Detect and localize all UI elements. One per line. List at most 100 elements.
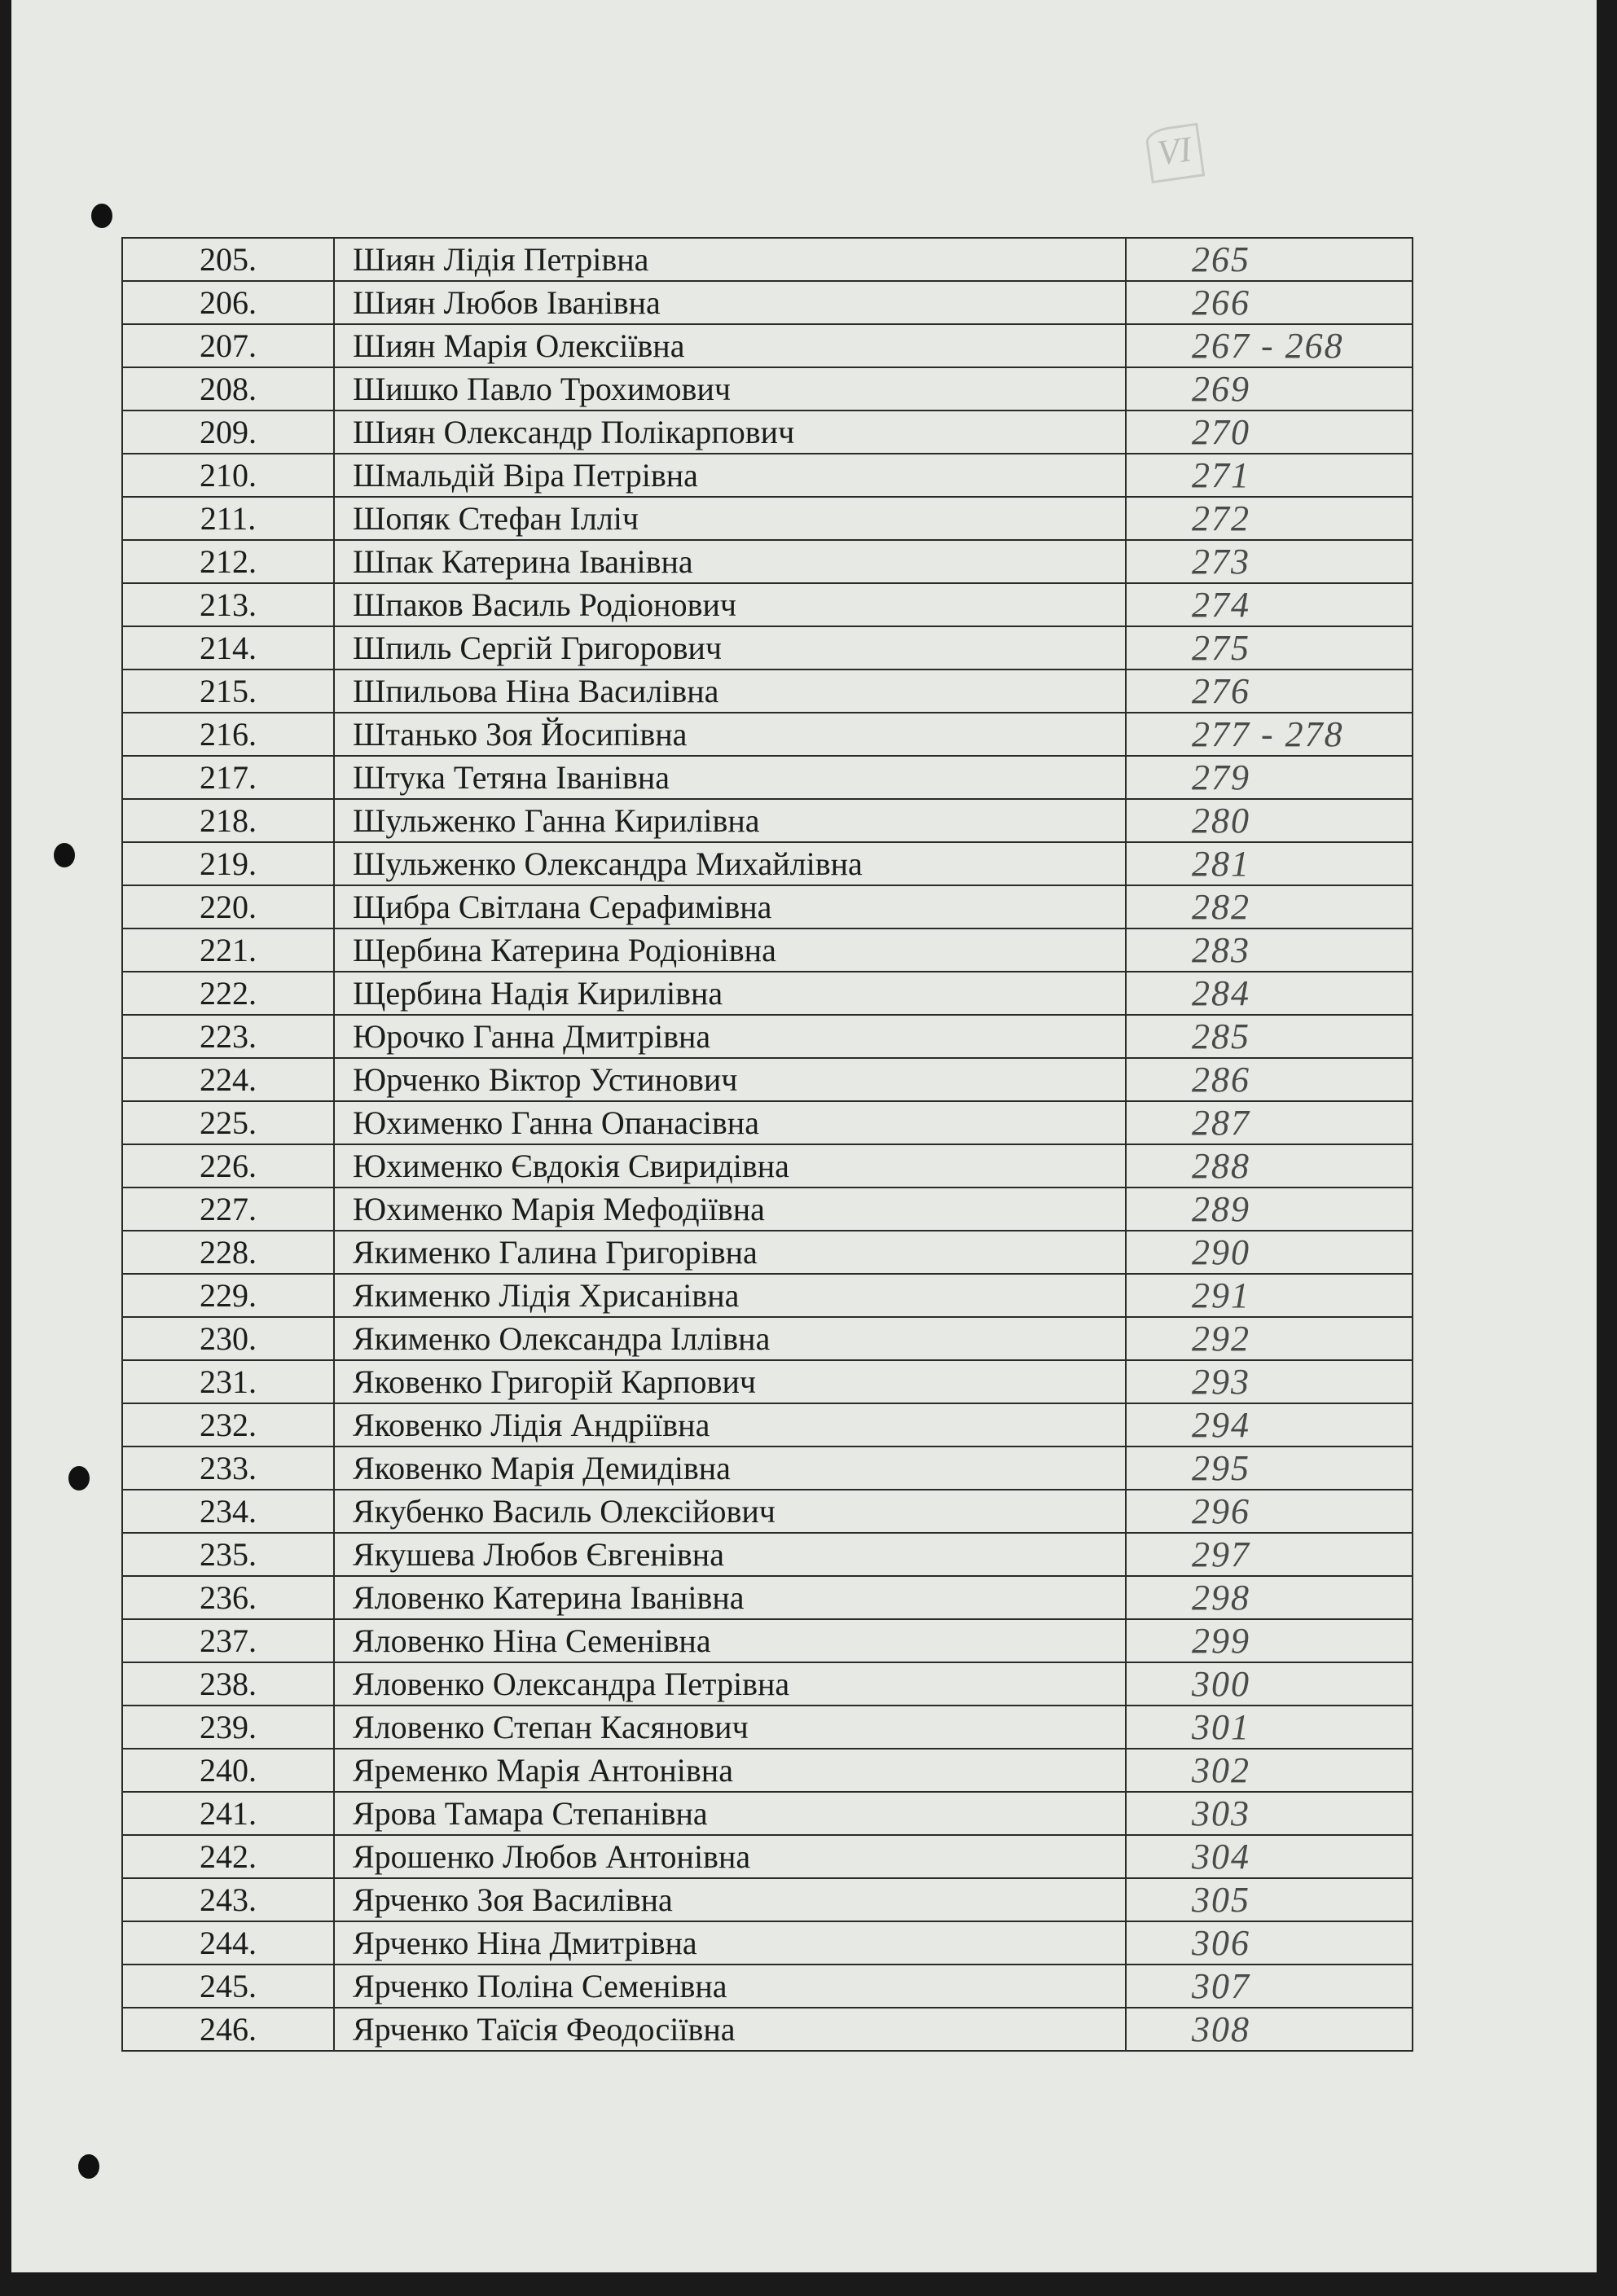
person-name: Якубенко Василь Олексійович (333, 1489, 1127, 1534)
row-number: 242. (121, 1834, 335, 1879)
page-reference: 283 (1125, 928, 1413, 972)
page-reference: 291 (1125, 1273, 1413, 1318)
table-row: 228. Якименко Галина Григорівна 290 (121, 1230, 1413, 1275)
page-reference: 305 (1125, 1877, 1413, 1922)
row-number: 210. (121, 453, 335, 498)
person-name: Щибра Світлана Серафимівна (333, 885, 1127, 929)
table-row: 235. Якушева Любов Євгенівна 297 (121, 1532, 1413, 1577)
person-name: Якименко Галина Григорівна (333, 1230, 1127, 1275)
table-row: 214. Шпиль Сергій Григорович 275 (121, 626, 1413, 670)
person-name: Ярченко Ніна Дмитрівна (333, 1921, 1127, 1965)
page-reference: 293 (1125, 1359, 1413, 1404)
person-name: Якименко Олександра Іллівна (333, 1316, 1127, 1361)
person-name: Яковенко Григорій Карпович (333, 1359, 1127, 1404)
row-number: 230. (121, 1316, 335, 1361)
row-number: 225. (121, 1100, 335, 1145)
person-name: Ярченко Зоя Василівна (333, 1877, 1127, 1922)
page-reference: 301 (1125, 1705, 1413, 1749)
row-number: 231. (121, 1359, 335, 1404)
person-name: Юхименко Євдокія Свиридівна (333, 1144, 1127, 1188)
table-row: 230. Якименко Олександра Іллівна 292 (121, 1316, 1413, 1361)
person-name: Шпиль Сергій Григорович (333, 626, 1127, 670)
person-name: Яловенко Олександра Петрівна (333, 1662, 1127, 1706)
row-number: 224. (121, 1057, 335, 1102)
person-name: Шопяк Стефан Ілліч (333, 496, 1127, 541)
page-reference: 287 (1125, 1100, 1413, 1145)
person-name: Штука Тетяна Іванівна (333, 755, 1127, 800)
table-row: 218. Шульженко Ганна Кирилівна 280 (121, 798, 1413, 843)
page-reference: 299 (1125, 1618, 1413, 1663)
table-row: 245. Ярченко Поліна Семенівна 307 (121, 1964, 1413, 2008)
table-row: 236. Яловенко Катерина Іванівна 298 (121, 1575, 1413, 1620)
page-reference: 306 (1125, 1921, 1413, 1965)
row-number: 220. (121, 885, 335, 929)
person-name: Яременко Марія Антонівна (333, 1748, 1127, 1793)
row-number: 223. (121, 1014, 335, 1059)
table-row: 233. Яковенко Марія Демидівна 295 (121, 1446, 1413, 1490)
page-reference: 277 - 278 (1125, 712, 1413, 757)
person-name: Юрченко Віктор Устинович (333, 1057, 1127, 1102)
page-reference: 303 (1125, 1791, 1413, 1836)
table-row: 222. Щербина Надія Кирилівна 284 (121, 971, 1413, 1016)
table-row: 243. Ярченко Зоя Василівна 305 (121, 1877, 1413, 1922)
person-name: Ярченко Таїсія Феодосіївна (333, 2007, 1127, 2052)
row-number: 243. (121, 1877, 335, 1922)
page-reference: 289 (1125, 1187, 1413, 1231)
table-row: 238. Яловенко Олександра Петрівна 300 (121, 1662, 1413, 1706)
page-reference: 300 (1125, 1662, 1413, 1706)
row-number: 219. (121, 841, 335, 886)
row-number: 209. (121, 410, 335, 454)
page-reference: 272 (1125, 496, 1413, 541)
table-row: 211. Шопяк Стефан Ілліч 272 (121, 496, 1413, 541)
table-row: 219. Шульженко Олександра Михайлівна 281 (121, 841, 1413, 886)
page-mark: VI (1144, 122, 1206, 184)
table-row: 225. Юхименко Ганна Опанасівна 287 (121, 1100, 1413, 1145)
person-name: Ярова Тамара Степанівна (333, 1791, 1127, 1836)
table-row: 237. Яловенко Ніна Семенівна 299 (121, 1618, 1413, 1663)
person-name: Шпильова Ніна Василівна (333, 669, 1127, 713)
row-number: 221. (121, 928, 335, 972)
row-number: 205. (121, 237, 335, 282)
page-reference: 298 (1125, 1575, 1413, 1620)
row-number: 232. (121, 1403, 335, 1447)
page-reference: 265 (1125, 237, 1413, 282)
table-row: 209. Шиян Олександр Полікарпович 270 (121, 410, 1413, 454)
person-name: Шишко Павло Трохимович (333, 367, 1127, 411)
page-reference: 271 (1125, 453, 1413, 498)
person-name: Яковенко Марія Демидівна (333, 1446, 1127, 1490)
table-row: 241. Ярова Тамара Степанівна 303 (121, 1791, 1413, 1836)
row-number: 239. (121, 1705, 335, 1749)
page-reference: 286 (1125, 1057, 1413, 1102)
page-reference: 296 (1125, 1489, 1413, 1534)
table-row: 244. Ярченко Ніна Дмитрівна 306 (121, 1921, 1413, 1965)
table-row: 215. Шпильова Ніна Василівна 276 (121, 669, 1413, 713)
person-name: Шульженко Олександра Михайлівна (333, 841, 1127, 886)
person-name: Ярченко Поліна Семенівна (333, 1964, 1127, 2008)
row-number: 214. (121, 626, 335, 670)
page-reference: 288 (1125, 1144, 1413, 1188)
person-name: Шиян Любов Іванівна (333, 280, 1127, 325)
table-row: 205. Шиян Лідія Петрівна 265 (121, 237, 1413, 282)
page-reference: 269 (1125, 367, 1413, 411)
page-reference: 307 (1125, 1964, 1413, 2008)
page-reference: 295 (1125, 1446, 1413, 1490)
punch-hole (78, 2154, 99, 2179)
row-number: 228. (121, 1230, 335, 1275)
table-row: 224. Юрченко Віктор Устинович 286 (121, 1057, 1413, 1102)
row-number: 245. (121, 1964, 335, 2008)
row-number: 208. (121, 367, 335, 411)
page-reference: 282 (1125, 885, 1413, 929)
page-reference: 285 (1125, 1014, 1413, 1059)
person-name: Штанько Зоя Йосипівна (333, 712, 1127, 757)
table-row: 246. Ярченко Таїсія Феодосіївна 308 (121, 2007, 1413, 2052)
row-number: 217. (121, 755, 335, 800)
person-name: Шпаков Василь Родіонович (333, 582, 1127, 627)
page-reference: 276 (1125, 669, 1413, 713)
page-reference: 304 (1125, 1834, 1413, 1879)
person-name: Шиян Олександр Полікарпович (333, 410, 1127, 454)
row-number: 246. (121, 2007, 335, 2052)
page-reference: 273 (1125, 539, 1413, 584)
table-row: 212. Шпак Катерина Іванівна 273 (121, 539, 1413, 584)
page-reference: 292 (1125, 1316, 1413, 1361)
person-name: Юхименко Марія Мефодіївна (333, 1187, 1127, 1231)
